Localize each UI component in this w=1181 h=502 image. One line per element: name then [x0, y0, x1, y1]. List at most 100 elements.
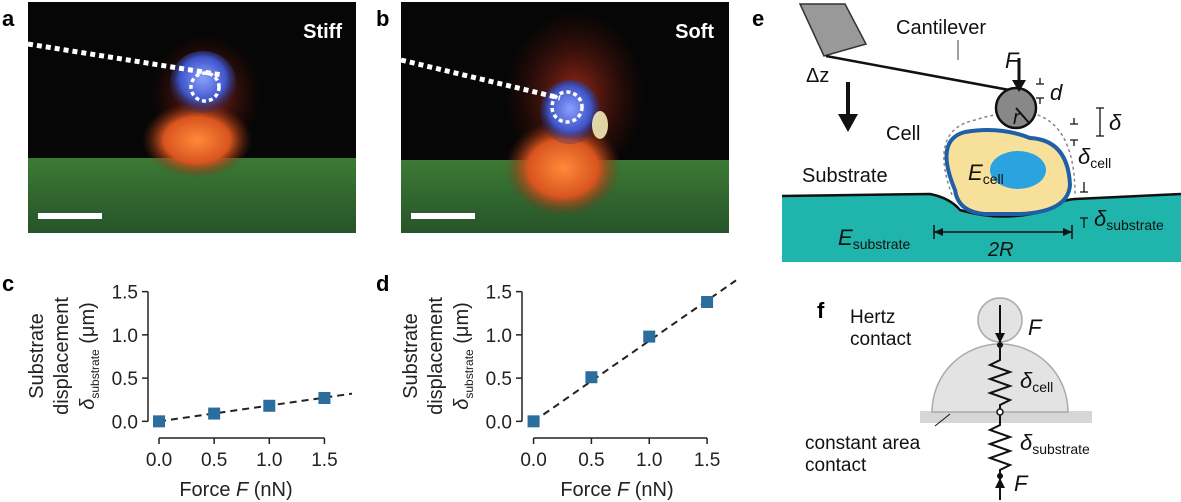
panel-letter-b: b [376, 6, 389, 31]
panel-f: f Hertz contact F δcell δsubstrate const… [805, 297, 1092, 500]
panel-letter-f: f [817, 298, 825, 323]
bead-radius [1015, 107, 1031, 125]
scale-bar-a [38, 213, 102, 219]
cell-label: Cell [886, 123, 920, 145]
cell-nucleus [990, 151, 1046, 189]
y-tick-label: 0.0 [486, 412, 512, 433]
ylabel-line2-d: displacement [425, 297, 447, 415]
panel-e: e Cantilever F Δz d [752, 3, 1181, 262]
cantilever-line-b [400, 57, 561, 101]
bottom-node [997, 473, 1003, 479]
bead-outline-a [189, 71, 221, 103]
delta-bracket [1096, 107, 1104, 137]
delta-substrate-label-f: δsubstrate [1020, 430, 1090, 457]
y-tick-label: 0.5 [112, 369, 138, 390]
nucleus-b [540, 80, 600, 144]
nucleus-a [170, 51, 236, 113]
interface-node [996, 408, 1004, 416]
cell-body-a [142, 102, 252, 178]
x-tick-label: 1.0 [256, 450, 282, 471]
soft-label: Soft [675, 21, 714, 43]
cantilever-line-a [27, 41, 223, 78]
constant-area-label-1: constant area [805, 433, 921, 454]
delta-substrate-label: δsubstrate [1094, 206, 1164, 233]
bead-outline-b [550, 90, 584, 124]
bottom-force-head [995, 478, 1005, 488]
x-tick-label: 1.0 [636, 450, 662, 471]
e-cell-label: Ecell [968, 160, 1004, 187]
top-force-head [995, 333, 1005, 343]
e-substrate-label: Esubstrate [838, 225, 910, 252]
delta-cell-label-f: δcell [1020, 368, 1053, 395]
force-top-label: F [1028, 315, 1043, 340]
data-point [527, 415, 540, 428]
d-bracket [1036, 78, 1044, 104]
y-tick-label: 0.0 [112, 412, 138, 433]
stiff-label: Stiff [303, 21, 342, 43]
y-axis-label-c: Substrate displacement δsubstrate (μm) [26, 297, 102, 415]
cell-spring [986, 348, 1014, 412]
y-tick-label: 0.5 [486, 369, 512, 390]
ylabel-line1-d: Substrate [400, 313, 422, 399]
panel-c: c Substrate displacement δsubstrate (μm)… [2, 271, 353, 501]
panel-letter-c: c [2, 271, 14, 296]
substrate-spring [986, 415, 1014, 476]
scatter-plot-d: 0.0 0.5 1.0 1.5 0.0 0.5 1.0 1.5 [486, 279, 737, 471]
delta-label: δ [1109, 110, 1122, 135]
ylabel-sub-c: substrate [88, 349, 102, 399]
hertz-label-1: Hertz [850, 307, 895, 328]
panel-letter-a: a [2, 6, 15, 31]
x-tick-label: 0.0 [146, 450, 172, 471]
x-tick-label: 0.5 [201, 450, 227, 471]
constant-area-pointer [934, 413, 951, 427]
y-tick-label: 1.5 [112, 283, 138, 304]
cantilever-label: Cantilever [896, 17, 986, 39]
data-point [263, 399, 276, 412]
ylabel-line2-c: displacement [51, 297, 73, 415]
x-tick-label: 1.5 [311, 450, 337, 471]
hertz-label-2: contact [850, 329, 912, 350]
x-tick-label: 1.5 [694, 450, 720, 471]
dz-arrowhead [838, 114, 858, 132]
r-label: r [1013, 107, 1021, 129]
y-tick-label: 1.0 [112, 326, 138, 347]
force-bottom-label: F [1014, 471, 1029, 496]
scatter-plot-c: 0.0 0.5 1.0 1.5 0.0 0.5 1.0 1.5 [112, 283, 353, 471]
dz-label: Δz [806, 65, 829, 87]
xlabel-c: Force F (nN) [179, 479, 292, 501]
d-label: d [1050, 80, 1063, 105]
substrate-label: Substrate [802, 165, 888, 187]
data-point [153, 415, 166, 428]
cantilever-beam [825, 54, 1021, 94]
data-point [585, 371, 598, 384]
hertz-node [997, 342, 1003, 348]
delta-cell-bracket [1070, 118, 1078, 146]
ground-band [920, 411, 1092, 423]
x-tick-label: 0.0 [520, 450, 546, 471]
panel-letter-e: e [752, 6, 764, 31]
force-arrowhead [1012, 80, 1026, 92]
data-point [208, 407, 221, 420]
xlabel-d: Force F (nN) [560, 479, 673, 501]
ylabel-line3-c: δsubstrate (μm) [77, 302, 102, 410]
constant-area-label-2: contact [805, 455, 867, 476]
ylabel-line3-d: δsubstrate (μm) [451, 302, 476, 410]
two-r-label: 2R [987, 239, 1014, 261]
y-tick-label: 1.0 [486, 326, 512, 347]
panel-a: a Stiff [2, 2, 356, 233]
delta-substrate-bracket [1080, 182, 1088, 228]
bright-spot-b [592, 111, 608, 139]
data-point [643, 330, 656, 343]
cantilever-tip [798, 3, 868, 57]
panel-letter-d: d [376, 271, 389, 296]
cell-body-b [505, 120, 621, 216]
data-point [701, 296, 714, 308]
two-r-right-head [1063, 228, 1072, 236]
ylabel-symbol-c: δ [77, 398, 99, 410]
scale-bar-b [411, 213, 475, 219]
y-tick-label: 1.5 [486, 283, 512, 304]
delta-cell-label: δcell [1078, 144, 1111, 171]
cell-dome [931, 343, 1069, 413]
x-tick-label: 0.5 [578, 450, 604, 471]
